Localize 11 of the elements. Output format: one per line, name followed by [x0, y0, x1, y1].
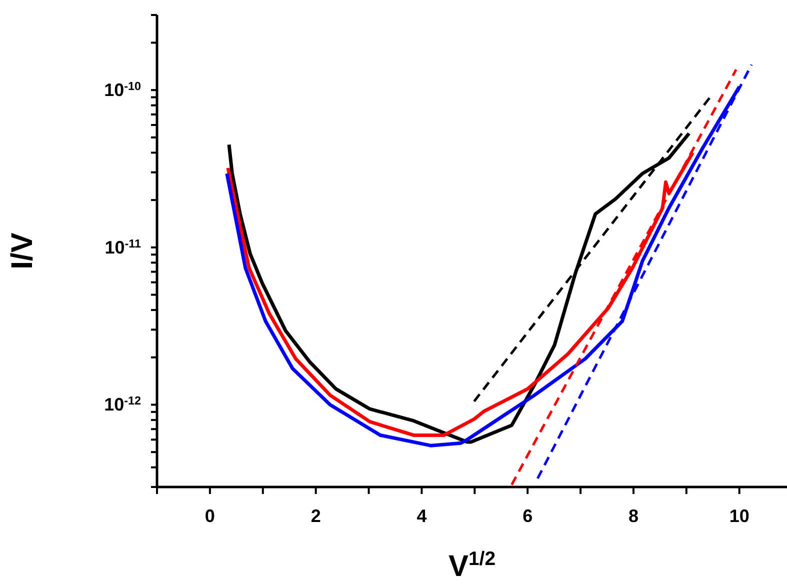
x-axis-title: V$^{1/2}$ [448, 548, 496, 583]
y-axis-title: I/V [6, 232, 39, 270]
x-tick-label: 6 [522, 506, 533, 526]
x-tick-label: 2 [310, 506, 321, 526]
y-tick-label: 10$^{-10}$ [104, 80, 142, 100]
y-tick-label: 10$^{-12}$ [104, 394, 142, 415]
x-tick-label: 4 [416, 506, 427, 526]
x-tick-label: 8 [628, 506, 638, 526]
x-tick-label: 10 [729, 506, 750, 526]
y-tick-label: 10$^{-11}$ [104, 236, 142, 258]
x-tick-label: 0 [204, 506, 215, 526]
